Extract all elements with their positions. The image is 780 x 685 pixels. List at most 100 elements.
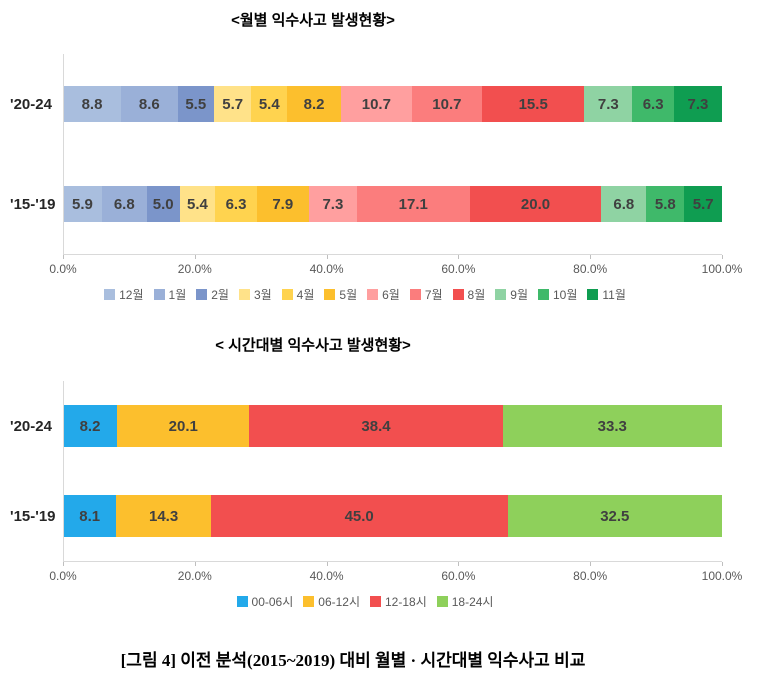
legend-item: 3월	[238, 286, 272, 303]
legend-label: 7월	[424, 288, 443, 302]
legend-item: 1월	[153, 286, 187, 303]
legend-item: 00-06시	[236, 593, 293, 610]
segment-value: 5.9	[72, 195, 93, 213]
legend-item: 18-24시	[436, 593, 494, 610]
bar-segment: 6.8	[601, 186, 647, 222]
bar-segment: 45.0	[210, 495, 508, 537]
bar-segment: 5.9	[63, 186, 102, 222]
bar-segment: 6.3	[215, 186, 257, 222]
legend-item: 06-12시	[303, 593, 360, 610]
segment-value: 6.3	[225, 195, 247, 213]
x-axis-tick-label: 0.0%	[49, 262, 77, 276]
x-axis-tick-label: 80.0%	[573, 262, 608, 276]
segment-value: 5.4	[187, 195, 208, 213]
legend-item: 10월	[537, 286, 577, 303]
monthly-chart-title: <월별 익수사고 발생현황>	[231, 12, 395, 29]
segment-value: 7.3	[687, 95, 709, 113]
legend-swatch	[370, 596, 381, 607]
segment-value: 5.7	[222, 95, 244, 113]
bar-segment: 5.0	[146, 186, 180, 222]
legend-label: 11월	[602, 288, 626, 302]
segment-value: 8.2	[79, 417, 101, 435]
bar-segment: 20.1	[117, 405, 250, 447]
monthly-plot-area: '20-24 8.8 8.6 5.5 5.7 5.4 8.2 10.7 10.7 15.5 7.3 6…	[8, 54, 742, 303]
legend-label: 06-12시	[318, 595, 360, 609]
x-axis-tick-label: 100.0%	[701, 262, 743, 276]
segment-value: 14.3	[149, 507, 179, 525]
legend-label: 18-24시	[451, 595, 494, 609]
bar-segment: 6.8	[101, 186, 147, 222]
bar-rows: '20-24 8.8 8.6 5.5 5.7 5.4 8.2 10.7 10.7 15.5 7.3 6…	[8, 54, 722, 254]
chart-title-wrap: <월별 익수사고 발생현황>	[8, 12, 618, 30]
legend-swatch	[452, 289, 464, 300]
x-axis: 0.0% 20.0% 40.0% 60.0% 80.0% 100.0%	[8, 561, 742, 587]
bar-segment: 10.7	[411, 86, 483, 122]
legend-swatch	[409, 289, 421, 300]
segment-value: 8.8	[81, 95, 103, 113]
legend-label: 4월	[296, 288, 315, 302]
legend-swatch	[324, 289, 336, 300]
segment-value: 6.8	[613, 195, 635, 213]
segment-value: 33.3	[597, 417, 627, 435]
hourly-chart-title: < 시간대별 익수사고 발생현황>	[215, 337, 411, 354]
legend-label: 1월	[168, 288, 187, 302]
legend-swatch	[436, 596, 448, 607]
x-axis-tick-label: 80.0%	[573, 569, 608, 583]
bar-track: 5.9 6.8 5.0 5.4 6.3 7.9 7.3 17.1 20.0 6.8 5.8 5.7	[63, 186, 722, 222]
bar-track: 8.1 14.3 45.0 32.5	[63, 495, 722, 537]
bar-segment: 7.3	[673, 86, 722, 122]
bar-segment: 5.7	[213, 86, 252, 122]
bar-segment: 8.6	[120, 86, 178, 122]
bar-row: '20-24 8.2 20.1 38.4 33.3	[8, 381, 722, 471]
legend-label: 12월	[119, 288, 144, 302]
legend-swatch	[495, 289, 507, 300]
bar-segment: 17.1	[356, 186, 470, 222]
chart-title-wrap: < 시간대별 익수사고 발생현황>	[8, 337, 618, 355]
x-axis-tickmark	[590, 562, 592, 566]
caption-wrap: [그림 4] 이전 분석(2015~2019) 대비 월별 · 시간대별 익수사…	[8, 646, 698, 671]
legend-swatch	[238, 289, 250, 300]
bar-segment: 8.2	[63, 405, 118, 447]
bar-segment: 7.3	[308, 186, 357, 222]
x-axis-tickmark	[326, 255, 328, 259]
legend-swatch	[196, 289, 208, 300]
x-axis-tickmark	[326, 562, 328, 566]
x-axis-tick-label: 40.0%	[309, 569, 344, 583]
segment-value: 7.3	[322, 195, 344, 213]
x-axis: 0.0% 20.0% 40.0% 60.0% 80.0% 100.0%	[8, 254, 742, 280]
legend-swatch	[281, 289, 293, 300]
hourly-drowning-chart: < 시간대별 익수사고 발생현황> '20-24 8.2 20.1 38.4 33.3 '…	[8, 337, 742, 610]
bar-segment: 10.7	[341, 86, 412, 122]
bar-segment: 5.4	[251, 86, 288, 122]
legend-label: 2월	[211, 288, 229, 302]
segment-value: 5.5	[185, 95, 207, 113]
bar-segment: 33.3	[502, 405, 722, 447]
legend-label: 9월	[510, 288, 528, 302]
x-axis-tick-label: 60.0%	[441, 262, 476, 276]
legend-item: 9월	[495, 286, 528, 303]
legend-item: 4월	[281, 286, 315, 303]
bar-segment: 7.3	[584, 86, 633, 122]
row-label: '20-24	[10, 95, 52, 113]
segment-value: 20.0	[520, 195, 551, 213]
legend-label: 6월	[382, 288, 400, 302]
bar-segment: 6.3	[632, 86, 674, 122]
bar-row: '15-'19 5.9 6.8 5.0 5.4 6.3 7.9 7.3 17.1 20.0 6.8 5…	[8, 154, 722, 254]
segment-value: 6.8	[113, 195, 135, 213]
x-axis-tickmark	[590, 255, 592, 259]
bar-row: '20-24 8.8 8.6 5.5 5.7 5.4 8.2 10.7 10.7 15.5 7.3 6…	[8, 54, 722, 154]
segment-value: 32.5	[600, 507, 630, 525]
legend-label: 12-18시	[385, 595, 427, 609]
bar-track: 8.8 8.6 5.5 5.7 5.4 8.2 10.7 10.7 15.5 7.3 6.3 7.3	[63, 86, 722, 122]
x-axis-tick-label: 100.0%	[701, 569, 743, 583]
legend-item: 5월	[324, 286, 357, 303]
figure-caption: [그림 4] 이전 분석(2015~2019) 대비 월별 · 시간대별 익수사…	[120, 651, 586, 670]
x-axis-tickmark	[458, 255, 460, 259]
segment-value: 5.4	[258, 95, 280, 113]
segment-value: 17.1	[398, 195, 428, 213]
legend: 00-06시 06-12시 12-18시 18-24시	[8, 593, 722, 610]
segment-value: 7.9	[272, 195, 294, 213]
segment-value: 45.0	[344, 507, 374, 525]
segment-value: 10.7	[361, 95, 391, 113]
